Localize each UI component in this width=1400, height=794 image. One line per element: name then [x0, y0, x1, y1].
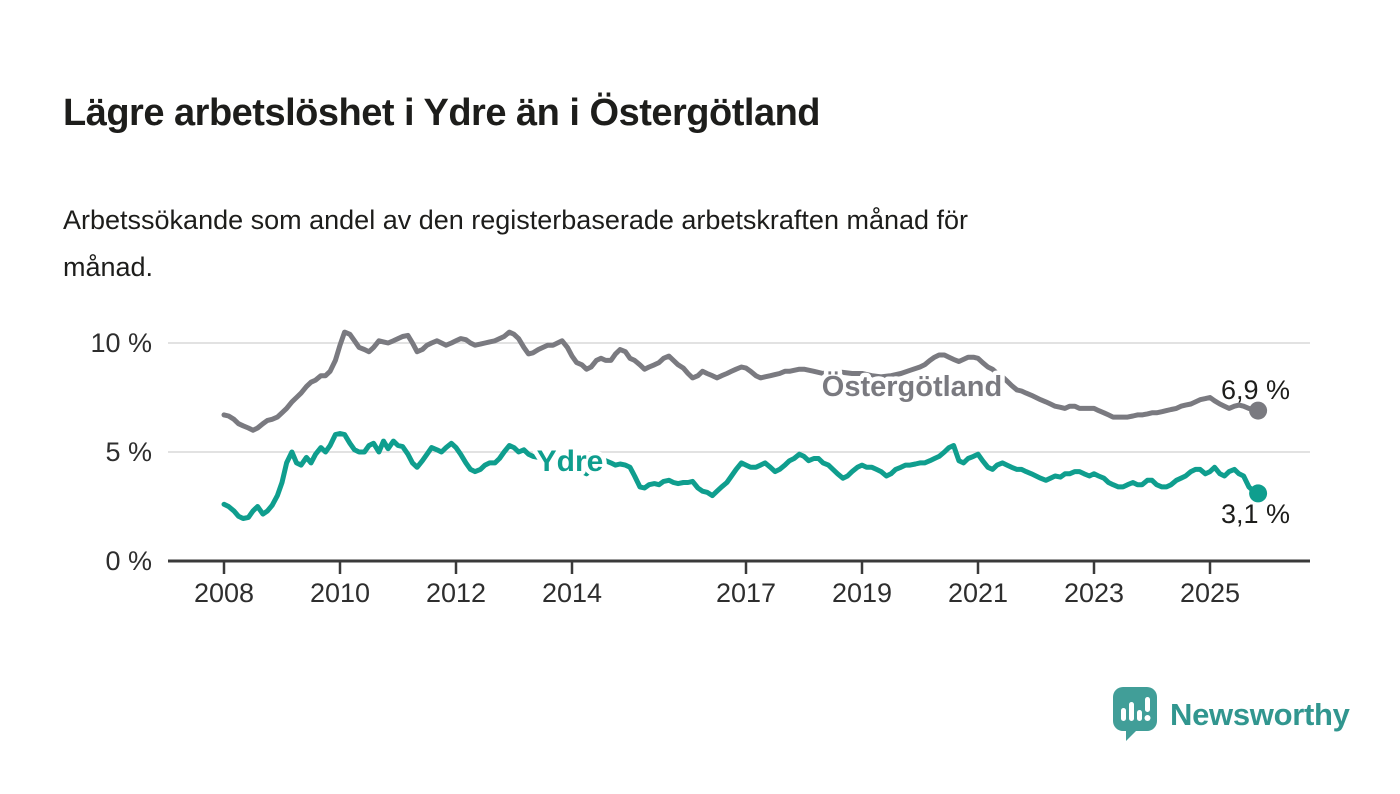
- x-axis-ticks: [222, 562, 1212, 574]
- logo-exclamation-dot: [1144, 715, 1151, 721]
- y-tick-label: 10 %: [90, 328, 152, 358]
- x-tick-label: 2010: [310, 578, 370, 608]
- logo-bar-1: [1121, 708, 1126, 721]
- end-value-ostergotland: 6,9 %: [1221, 375, 1290, 405]
- series-label-ydre: Ydre: [537, 445, 604, 478]
- x-tick-label: 2014: [542, 578, 602, 608]
- series-end-dots: [1249, 401, 1268, 503]
- page-title: Lägre arbetslöshet i Ydre än i Östergötl…: [63, 92, 821, 135]
- newsworthy-logo: Newsworthy: [1112, 686, 1350, 743]
- subtitle-line-2: månad.: [63, 252, 154, 282]
- x-axis-labels: 2008 2010 2012 2014 2017 2019 2021 2023 2025: [194, 578, 1240, 608]
- series-line-östergötland: [221, 329, 1261, 433]
- logo-bar-2: [1129, 702, 1134, 721]
- series-line-ydre: [221, 431, 1261, 521]
- end-dot-ydre: [1249, 484, 1268, 503]
- y-tick-label: 5 %: [105, 437, 152, 467]
- logo-bar-3: [1137, 710, 1142, 721]
- end-value-ydre: 3,1 %: [1221, 499, 1290, 529]
- x-tick-label: 2023: [1064, 578, 1124, 608]
- y-axis-labels: 0 % 5 % 10 %: [90, 328, 152, 576]
- x-tick-label: 2019: [832, 578, 892, 608]
- logo-exclamation-stem: [1145, 697, 1150, 712]
- x-tick-label: 2017: [716, 578, 776, 608]
- bar-chart-speech-bubble-icon: [1113, 687, 1157, 741]
- x-tick-label: 2012: [426, 578, 486, 608]
- y-tick-label: 0 %: [105, 546, 152, 576]
- series-lines: [221, 329, 1261, 521]
- series-label-ostergotland: Östergötland: [822, 370, 1002, 403]
- x-tick-label: 2021: [948, 578, 1008, 608]
- x-tick-label: 2025: [1180, 578, 1240, 608]
- end-dot-östergötland: [1249, 401, 1268, 420]
- x-tick-label: 2008: [194, 578, 254, 608]
- newsworthy-wordmark: Newsworthy: [1170, 696, 1350, 732]
- chart-subtitle: Arbetssökande som andel av den registerb…: [63, 197, 1263, 291]
- subtitle-line-1: Arbetssökande som andel av den registerb…: [63, 205, 969, 235]
